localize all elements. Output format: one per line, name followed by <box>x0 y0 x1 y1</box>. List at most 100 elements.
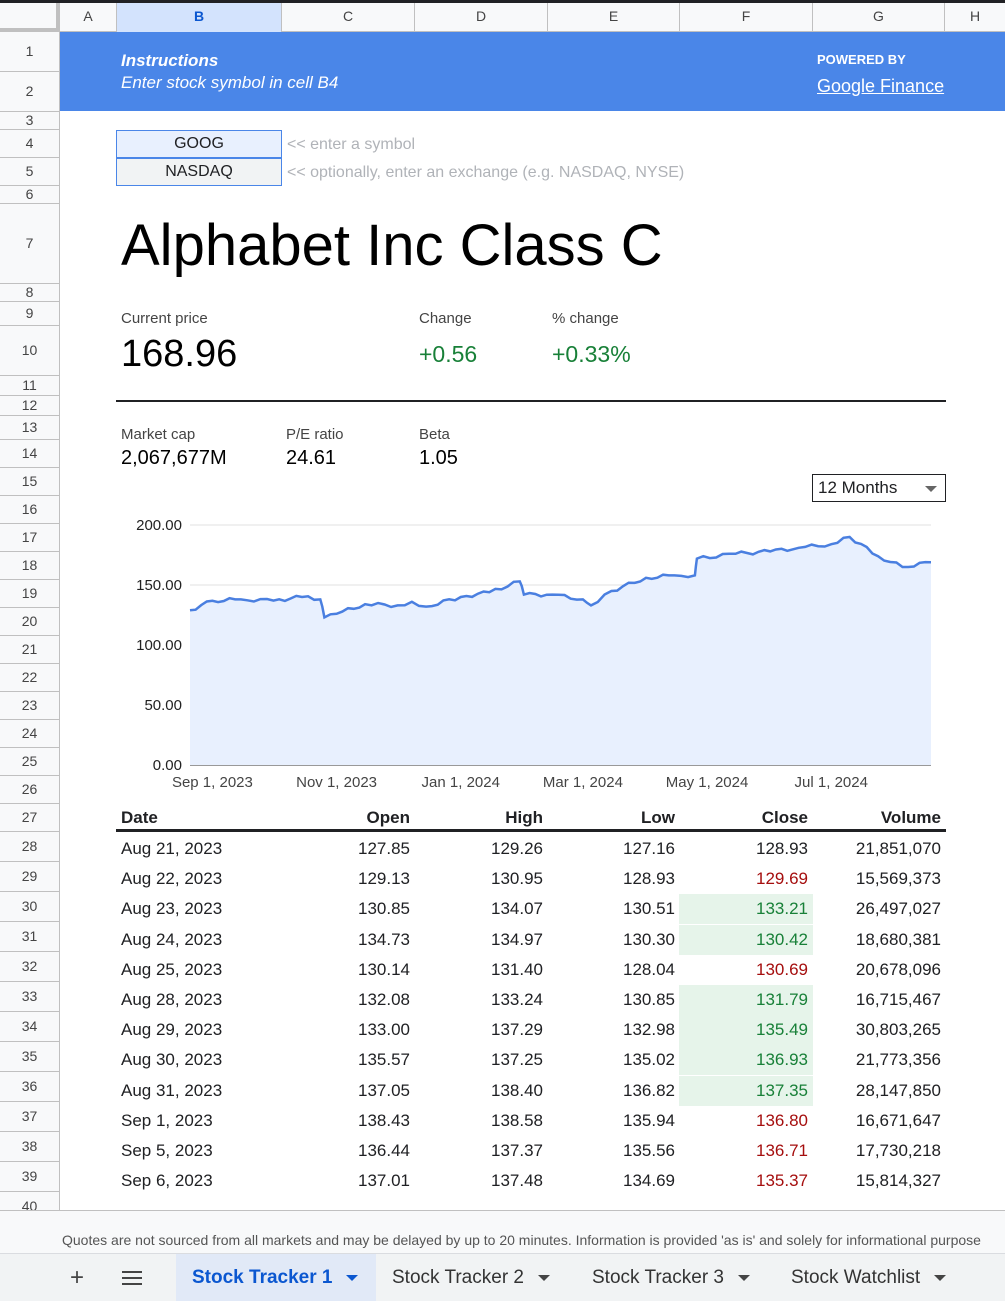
column-header-d[interactable]: D <box>415 3 548 32</box>
row-header-8[interactable]: 8 <box>0 284 59 302</box>
row-header-32[interactable]: 32 <box>0 952 59 982</box>
cell-close[interactable]: 136.80 <box>756 1110 808 1130</box>
row-header-14[interactable]: 14 <box>0 440 59 468</box>
row-header-35[interactable]: 35 <box>0 1042 59 1072</box>
row-header-40[interactable]: 40 <box>0 1192 59 1212</box>
cell-date[interactable]: Aug 28, 2023 <box>121 990 223 1009</box>
cell-open[interactable]: 134.73 <box>358 929 410 949</box>
row-header-17[interactable]: 17 <box>0 524 59 552</box>
row-header-3[interactable]: 3 <box>0 112 59 130</box>
chevron-down-icon[interactable] <box>346 1274 359 1281</box>
sheet-tab-stock-watchlist[interactable]: Stock Watchlist <box>775 1254 975 1301</box>
cell-high[interactable]: 137.48 <box>491 1171 543 1191</box>
cell-close[interactable]: 131.79 <box>756 990 808 1009</box>
sheet-tab-stock-tracker-2[interactable]: Stock Tracker 2 <box>376 1254 576 1301</box>
cell-close[interactable]: 135.49 <box>756 1020 808 1040</box>
cell-close[interactable]: 130.42 <box>756 929 808 949</box>
cell-date[interactable]: Aug 24, 2023 <box>121 929 223 949</box>
cell-low[interactable]: 130.30 <box>623 929 675 949</box>
cell-close[interactable]: 136.93 <box>756 1050 808 1070</box>
row-header-30[interactable]: 30 <box>0 892 59 922</box>
cell-low[interactable]: 130.51 <box>623 899 675 919</box>
row-header-16[interactable]: 16 <box>0 496 59 524</box>
cell-close[interactable]: 136.71 <box>756 1141 808 1160</box>
cell-low[interactable]: 135.94 <box>623 1110 675 1130</box>
row-header-1[interactable]: 1 <box>0 32 59 72</box>
row-header-10[interactable]: 10 <box>0 326 59 376</box>
cell-open[interactable]: 130.14 <box>358 959 410 979</box>
cell-date[interactable]: Aug 23, 2023 <box>121 899 223 919</box>
row-header-20[interactable]: 20 <box>0 608 59 636</box>
cell-high[interactable]: 133.24 <box>491 990 543 1009</box>
cell-open[interactable]: 132.08 <box>358 990 410 1009</box>
row-header-5[interactable]: 5 <box>0 158 59 186</box>
row-header-34[interactable]: 34 <box>0 1012 59 1042</box>
cell-close[interactable]: 137.35 <box>756 1080 808 1100</box>
row-header-27[interactable]: 27 <box>0 804 59 832</box>
cell-low[interactable]: 136.82 <box>623 1080 675 1100</box>
cell-volume[interactable]: 18,680,381 <box>855 929 941 949</box>
cell-low[interactable]: 134.69 <box>623 1171 675 1191</box>
cell-volume[interactable]: 28,147,850 <box>855 1080 941 1100</box>
cell-volume[interactable]: 16,715,467 <box>855 990 941 1009</box>
row-header-4[interactable]: 4 <box>0 130 59 158</box>
row-header-13[interactable]: 13 <box>0 416 59 440</box>
cell-high[interactable]: 134.97 <box>491 929 543 949</box>
cell-volume[interactable]: 30,803,265 <box>855 1020 941 1040</box>
cell-open[interactable]: 130.85 <box>358 899 410 919</box>
cell-close[interactable]: 135.37 <box>756 1171 808 1191</box>
row-header-25[interactable]: 25 <box>0 748 59 776</box>
cell-close[interactable]: 133.21 <box>756 899 808 919</box>
column-header-h[interactable]: H <box>969 8 981 24</box>
exchange-input-cell[interactable]: NASDAQ <box>116 158 282 186</box>
cell-open[interactable]: 135.57 <box>358 1050 410 1070</box>
cell-open[interactable]: 138.43 <box>358 1110 410 1130</box>
select-all-corner[interactable] <box>0 3 60 32</box>
cell-low[interactable]: 132.98 <box>623 1020 675 1040</box>
sheet-tab-stock-tracker-1[interactable]: Stock Tracker 1 <box>176 1254 376 1301</box>
row-header-2[interactable]: 2 <box>0 72 59 112</box>
cell-low[interactable]: 128.93 <box>623 869 675 889</box>
cell-high[interactable]: 134.07 <box>491 899 543 919</box>
cell-close[interactable]: 129.69 <box>756 869 808 889</box>
cell-volume[interactable]: 15,569,373 <box>855 869 941 889</box>
cell-high[interactable]: 137.25 <box>491 1050 543 1070</box>
cell-volume[interactable]: 20,678,096 <box>855 959 941 979</box>
cell-open[interactable]: 127.85 <box>358 839 410 858</box>
cell-close[interactable]: 130.69 <box>756 959 808 979</box>
cell-date[interactable]: Sep 5, 2023 <box>121 1141 213 1160</box>
row-header-19[interactable]: 19 <box>0 580 59 608</box>
row-header-28[interactable]: 28 <box>0 832 59 862</box>
column-header-e[interactable]: E <box>548 3 680 32</box>
cell-volume[interactable]: 26,497,027 <box>855 899 941 919</box>
cell-date[interactable]: Sep 6, 2023 <box>121 1171 213 1191</box>
row-header-21[interactable]: 21 <box>0 636 59 664</box>
cell-high[interactable]: 131.40 <box>491 959 543 979</box>
row-header-38[interactable]: 38 <box>0 1132 59 1162</box>
row-header-31[interactable]: 31 <box>0 922 59 952</box>
row-header-23[interactable]: 23 <box>0 692 59 720</box>
cell-volume[interactable]: 16,671,647 <box>855 1110 941 1130</box>
cell-open[interactable]: 129.13 <box>358 869 410 889</box>
chevron-down-icon[interactable] <box>934 1274 947 1281</box>
cell-date[interactable]: Aug 25, 2023 <box>121 959 223 979</box>
all-sheets-menu-icon[interactable] <box>122 1271 142 1285</box>
column-header-g[interactable]: G <box>813 3 945 32</box>
row-header-33[interactable]: 33 <box>0 982 59 1012</box>
cell-low[interactable]: 128.04 <box>623 959 675 979</box>
cell-date[interactable]: Sep 1, 2023 <box>121 1110 213 1130</box>
row-header-15[interactable]: 15 <box>0 468 59 496</box>
column-header-a[interactable]: A <box>60 3 117 32</box>
cell-date[interactable]: Aug 22, 2023 <box>121 869 223 889</box>
symbol-input-cell[interactable]: GOOG <box>116 130 282 158</box>
cell-open[interactable]: 136.44 <box>358 1141 410 1160</box>
cell-low[interactable]: 130.85 <box>623 990 675 1009</box>
cell-high[interactable]: 130.95 <box>491 869 543 889</box>
chevron-down-icon[interactable] <box>538 1274 550 1281</box>
chevron-down-icon[interactable] <box>738 1274 750 1281</box>
cell-high[interactable]: 137.29 <box>491 1020 543 1040</box>
cell-volume[interactable]: 21,773,356 <box>855 1050 941 1070</box>
cell-close[interactable]: 128.93 <box>756 839 808 858</box>
row-header-36[interactable]: 36 <box>0 1072 59 1102</box>
cell-open[interactable]: 133.00 <box>358 1020 410 1040</box>
